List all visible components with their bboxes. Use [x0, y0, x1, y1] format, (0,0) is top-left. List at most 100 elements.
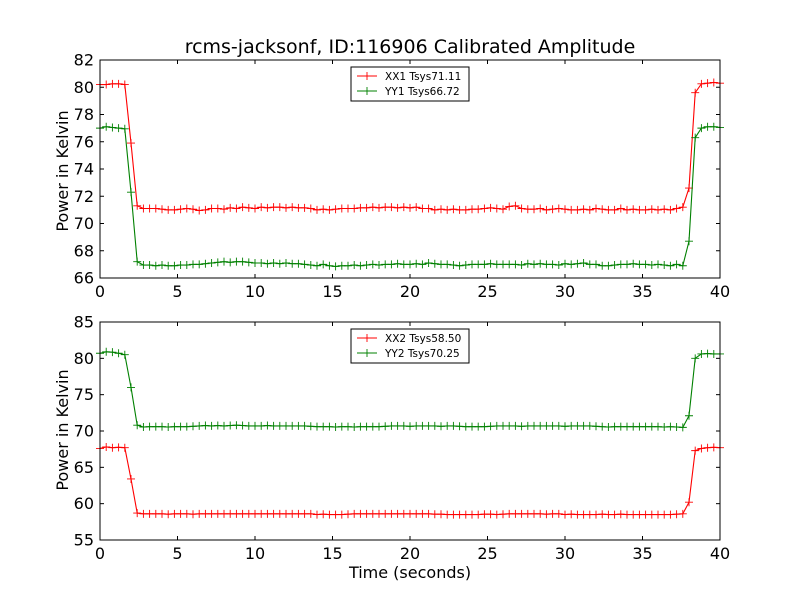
top-series-2-point [412, 259, 421, 268]
top-series-1-point [443, 205, 452, 214]
top-y-tick-label: 76 [74, 132, 94, 151]
top-x-tick-label: 20 [400, 282, 420, 301]
top-series-1-point [325, 205, 334, 214]
top-series-2-point [145, 261, 154, 270]
bottom-series-1-point [120, 443, 129, 452]
top-series-2-point [672, 260, 681, 269]
top-series-1-point [182, 204, 191, 213]
bottom-y-tick-label: 60 [74, 494, 94, 513]
bottom-series-2-point [685, 411, 693, 420]
top-series-1-point [257, 203, 266, 212]
top-series-1-point [195, 206, 204, 215]
top-series-2-point [567, 260, 576, 269]
top-series-2-point [356, 261, 365, 270]
top-series-2-point [368, 260, 377, 269]
top-series-2-point [604, 261, 613, 270]
top-series-1 [96, 78, 724, 215]
top-x-tick-label: 30 [555, 282, 575, 301]
top-series-2-point [220, 257, 228, 266]
bottom-series-1-point [678, 509, 687, 518]
top-series-1-point [709, 78, 718, 87]
bottom-y-tick-label: 65 [74, 458, 94, 477]
top-series-1-point [666, 205, 675, 214]
bottom-y-tick-label: 80 [74, 349, 94, 368]
top-plot: 0 5 10 15 20 25 30 35 40 66 68 70 72 74 76 78 80 82 XX1 Ts… [74, 51, 731, 302]
top-series-1-point [306, 204, 315, 213]
top-series-1-point [412, 203, 421, 212]
top-series-1-point [548, 205, 557, 214]
bottom-y-tick-label: 70 [74, 422, 94, 441]
top-series-1-point [114, 79, 123, 88]
top-series-2-point [151, 261, 160, 270]
bottom-plot: 0 5 10 15 20 25 30 35 40 55 60 65 70 75 80 85 XX2 Tsys58… [74, 313, 731, 564]
bottom-series-2-point [691, 354, 700, 363]
bottom-x-tick-label: 15 [322, 544, 342, 563]
top-series-2-point [548, 260, 557, 269]
top-series-2-point [641, 260, 650, 269]
top-series-1-point [573, 205, 582, 214]
top-series-1-point [313, 205, 321, 214]
bottom-x-tick-label: 5 [172, 544, 182, 563]
top-series-1-point [102, 80, 111, 89]
top-series-2-point [406, 260, 414, 269]
top-legend: XX1 Tsys71.11 YY1 Tsys66.72 [350, 66, 470, 102]
top-series-2-point [647, 261, 656, 270]
top-series-2-point [238, 257, 247, 266]
bottom-legend-marker-1 [363, 334, 371, 342]
top-series-2-point [678, 261, 687, 270]
bottom-series-2-point [120, 350, 129, 359]
bottom-series-1-point [697, 444, 706, 453]
top-series-2-point [511, 260, 520, 269]
bottom-series-1-point [102, 442, 111, 451]
top-series-1-point [120, 80, 129, 89]
top-series-1-point [244, 203, 253, 212]
top-series-2-point [350, 261, 359, 270]
top-series-1-point [362, 203, 371, 212]
top-y-tick-label: 80 [74, 78, 94, 97]
bottom-series-2-point [133, 421, 142, 430]
top-series-1-point [461, 205, 470, 214]
top-series-1-point [263, 203, 272, 212]
bottom-x-tick-label: 10 [245, 544, 265, 563]
chart-title: rcms-jacksonf, ID:116906 Calibrated Ampl… [185, 36, 636, 58]
top-series-1-point [647, 205, 656, 214]
top-x-tick-label: 35 [632, 282, 652, 301]
top-series-2-point [300, 260, 309, 269]
top-series-2-point [592, 260, 600, 269]
top-y-tick-label: 66 [74, 269, 94, 288]
top-series-1-point [350, 204, 359, 213]
bottom-series-2-point [114, 349, 123, 358]
top-series-1-point [678, 203, 687, 212]
top-series-1-point [511, 201, 520, 210]
bottom-x-tick-label: 30 [555, 544, 575, 563]
top-series-2-point [127, 188, 135, 197]
top-series-1-point [282, 203, 290, 212]
top-series-1-point [449, 205, 458, 214]
bottom-series-1-point [685, 498, 693, 507]
top-series-1-point [201, 205, 210, 214]
top-series-1-point [703, 79, 712, 88]
bottom-series-2 [96, 347, 724, 432]
top-series-2-point [213, 258, 222, 267]
top-series-2-point [610, 261, 619, 270]
top-series-2-point [325, 261, 334, 270]
top-series-2-point [530, 260, 538, 269]
bottom-legend: XX2 Tsys58.50 YY2 Tsys70.25 [350, 328, 470, 364]
top-series-2-point [486, 259, 495, 268]
top-series-2-point [387, 260, 396, 269]
top-series-2-point [480, 260, 489, 269]
top-series-1-point [561, 205, 569, 214]
top-y-tick-label: 70 [74, 214, 94, 233]
top-series-1-point [127, 139, 135, 148]
top-series-2-point [306, 261, 315, 270]
top-series-1-point [387, 203, 396, 212]
top-series-1-point [399, 203, 408, 212]
top-series-1-point [424, 204, 433, 213]
bottom-series-1-point [554, 509, 563, 518]
bottom-x-tick-label: 40 [710, 544, 730, 563]
top-series-1-point [616, 204, 625, 213]
bottom-series-1-point [133, 509, 142, 518]
top-series-2-point [269, 259, 278, 268]
bottom-series-1-point [691, 446, 700, 455]
